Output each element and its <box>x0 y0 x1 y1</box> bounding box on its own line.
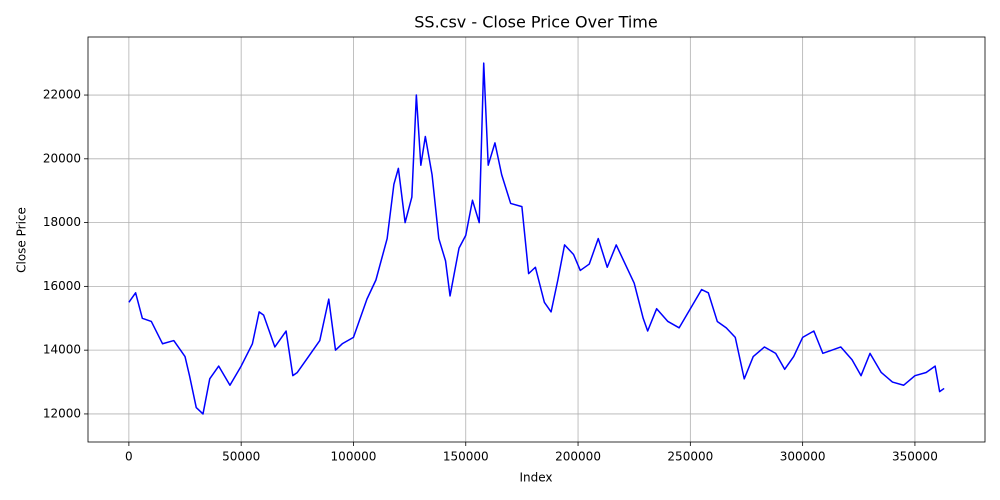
y-tick-label: 22000 <box>43 88 81 102</box>
x-axis-label: Index <box>519 471 552 485</box>
y-tick-label: 14000 <box>43 343 81 357</box>
x-tick-label: 100000 <box>331 450 377 464</box>
x-tick-label: 0 <box>125 450 133 464</box>
y-tick-label: 16000 <box>43 279 81 293</box>
x-tick-label: 300000 <box>780 450 826 464</box>
y-tick-label: 12000 <box>43 406 81 420</box>
x-tick-label: 150000 <box>443 450 489 464</box>
x-tick-label: 50000 <box>222 450 260 464</box>
plot-frame <box>87 36 986 443</box>
x-tick-label: 200000 <box>555 450 601 464</box>
price-line <box>128 62 945 415</box>
y-tick-label: 18000 <box>43 215 81 229</box>
y-tick-label: 20000 <box>43 151 81 165</box>
y-axis-label: Close Price <box>15 207 29 273</box>
x-tick-label: 250000 <box>667 450 713 464</box>
chart-title: SS.csv - Close Price Over Time <box>414 13 657 32</box>
x-tick-label: 350000 <box>892 450 938 464</box>
